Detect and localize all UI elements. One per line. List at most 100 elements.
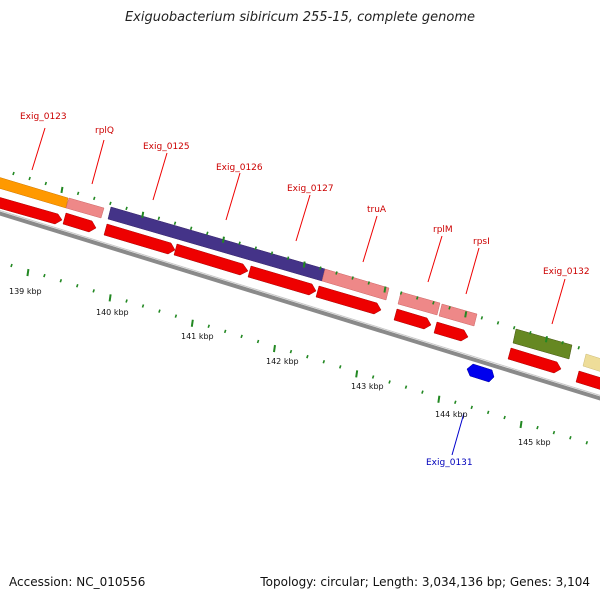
scale-tick xyxy=(28,176,31,181)
scale-tick xyxy=(60,186,64,194)
kbp-tick xyxy=(273,344,276,353)
kbp-tick xyxy=(59,278,63,283)
cds-arrow[interactable] xyxy=(433,321,469,342)
scale-tick xyxy=(221,236,225,243)
kbp-tick xyxy=(421,390,424,394)
kbp-tick xyxy=(519,420,523,429)
cds-arrow[interactable] xyxy=(247,265,317,296)
kbp-tick xyxy=(26,268,30,277)
kbp-tick xyxy=(174,314,178,318)
gene-label-trua[interactable]: truA xyxy=(367,205,387,215)
gene-bar-exig-0131[interactable] xyxy=(466,363,495,383)
scale-tick xyxy=(12,171,15,176)
kbp-tick xyxy=(190,319,194,327)
gene-labels: Exig_0123 rplQ Exig_0125 Exig_0126 Exig_… xyxy=(20,112,590,468)
gene-label-exig-0127[interactable]: Exig_0127 xyxy=(287,184,334,194)
kbp-tick xyxy=(108,294,112,302)
kbp-label: 145 kbp xyxy=(518,438,551,447)
scale-tick xyxy=(206,231,209,235)
scale-tick xyxy=(383,286,387,293)
scale-tick xyxy=(270,251,274,255)
kbp-tick xyxy=(306,354,309,359)
scale-tick xyxy=(561,340,564,345)
scale-tick xyxy=(432,301,435,305)
accession-text: Accession: NC_010556 xyxy=(9,575,146,589)
genome-backbone xyxy=(0,210,600,401)
kbp-tick xyxy=(322,359,326,364)
kbp-tick xyxy=(158,309,161,313)
kbp-tick xyxy=(585,441,589,445)
scale-tick xyxy=(480,316,484,320)
cds-arrow[interactable] xyxy=(173,243,249,276)
gene-label-rplq[interactable]: rplQ xyxy=(95,126,114,136)
scale-tick xyxy=(238,241,241,245)
scale-tick xyxy=(109,201,112,206)
kbp-tick xyxy=(552,430,556,435)
scale-tick xyxy=(302,261,306,268)
kbp-tick xyxy=(125,299,128,303)
gene-bar-rplm[interactable] xyxy=(397,291,441,316)
gene-label-exig-0131[interactable]: Exig_0131 xyxy=(426,458,473,468)
kbp-tick xyxy=(10,263,13,268)
scale-tick xyxy=(464,311,468,318)
scale-tick xyxy=(125,206,128,211)
scale-tick xyxy=(367,281,371,285)
scale-tick xyxy=(351,276,354,280)
kbp-ruler xyxy=(10,263,589,445)
scale-tick xyxy=(529,331,532,335)
kbp-tick xyxy=(486,410,490,415)
kbp-tick xyxy=(454,400,457,405)
kbp-tick xyxy=(569,435,572,440)
cds-arrow[interactable] xyxy=(62,212,97,233)
gene-label-exig-0132[interactable]: Exig_0132 xyxy=(543,267,590,277)
scale-tick xyxy=(496,321,500,325)
gene-label-exig-0126[interactable]: Exig_0126 xyxy=(216,163,263,173)
kbp-tick xyxy=(75,284,79,288)
gene-label-rplm[interactable]: rplM xyxy=(433,225,453,235)
gene-label-rpsi[interactable]: rpsI xyxy=(473,237,490,247)
scale-tick xyxy=(44,181,48,186)
gene-label-exig-0123[interactable]: Exig_0123 xyxy=(20,112,67,122)
gene-label-exig-0125[interactable]: Exig_0125 xyxy=(143,142,190,152)
kbp-label: 143 kbp xyxy=(351,382,384,391)
gene-bar-exig-0132[interactable] xyxy=(512,328,573,360)
kbp-label: 142 kbp xyxy=(266,357,299,366)
scale-tick xyxy=(254,246,258,250)
scale-tick xyxy=(577,345,581,350)
kbp-tick xyxy=(338,365,342,369)
scale-tick xyxy=(544,336,548,343)
kbp-tick xyxy=(536,425,539,430)
cds-arrow[interactable] xyxy=(507,347,562,374)
kbp-tick xyxy=(437,395,441,403)
scale-tick xyxy=(173,221,177,226)
kbp-label: 140 kbp xyxy=(96,308,129,317)
gene-bar-next[interactable] xyxy=(582,353,600,373)
gene-bar-rpsi[interactable] xyxy=(438,303,478,327)
cds-arrow[interactable] xyxy=(103,223,176,255)
kbp-tick xyxy=(470,405,473,410)
kbp-label: 144 kbp xyxy=(435,410,468,419)
kbp-tick xyxy=(355,370,359,378)
scale-tick xyxy=(157,216,161,221)
cds-arrow[interactable] xyxy=(393,308,432,330)
kbp-labels: 139 kbp 140 kbp 141 kbp 142 kbp 143 kbp … xyxy=(9,287,551,447)
gene-bar-trua[interactable] xyxy=(321,268,390,301)
kbp-tick xyxy=(503,415,506,420)
outer-ticks xyxy=(12,171,581,350)
gene-bar-rplq[interactable] xyxy=(65,197,105,219)
scale-tick xyxy=(141,211,145,218)
kbp-tick xyxy=(207,324,211,329)
kbp-tick xyxy=(388,380,391,384)
scale-tick xyxy=(335,271,338,275)
kbp-tick xyxy=(289,349,293,354)
cds-arrow[interactable] xyxy=(315,285,382,315)
cds-arrow[interactable] xyxy=(0,196,63,225)
scale-tick xyxy=(189,226,193,231)
scale-tick xyxy=(319,266,322,270)
genome-summary-text: Topology: circular; Length: 3,034,136 bp… xyxy=(260,575,590,589)
cds-arrow[interactable] xyxy=(575,370,600,391)
feature-track-cds xyxy=(0,196,600,391)
kbp-label: 141 kbp xyxy=(181,332,214,341)
feature-track-genes xyxy=(0,177,600,373)
